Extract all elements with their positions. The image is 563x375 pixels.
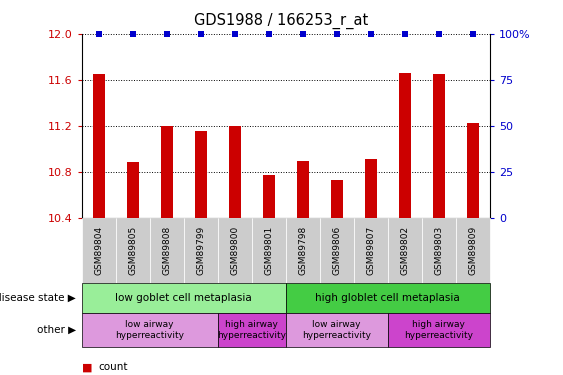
Bar — [399, 73, 411, 217]
Text: other ▶: other ▶ — [37, 325, 76, 335]
Text: GSM89801: GSM89801 — [264, 226, 273, 275]
Bar — [467, 123, 479, 218]
Bar — [195, 131, 207, 218]
Bar — [127, 162, 138, 218]
Bar — [365, 159, 377, 218]
Bar — [297, 161, 309, 218]
Text: GSM89802: GSM89802 — [400, 226, 409, 275]
Text: GSM89806: GSM89806 — [332, 226, 341, 275]
Text: high airway
hyperreactivity: high airway hyperreactivity — [404, 320, 473, 340]
Text: low goblet cell metaplasia: low goblet cell metaplasia — [115, 293, 252, 303]
Bar — [263, 175, 275, 217]
Text: GSM89798: GSM89798 — [298, 226, 307, 275]
Text: GSM89799: GSM89799 — [196, 226, 205, 275]
Text: GSM89808: GSM89808 — [162, 226, 171, 275]
Text: low airway
hyperreactivity: low airway hyperreactivity — [302, 320, 371, 340]
Text: ■: ■ — [82, 363, 92, 372]
Text: GSM89807: GSM89807 — [367, 226, 376, 275]
Text: GSM89803: GSM89803 — [434, 226, 443, 275]
Bar — [93, 74, 105, 217]
Text: high airway
hyperreactivity: high airway hyperreactivity — [217, 320, 286, 340]
Text: GSM89809: GSM89809 — [468, 226, 477, 275]
Bar — [433, 74, 445, 217]
Bar — [229, 126, 240, 218]
Text: count: count — [99, 363, 128, 372]
Text: GDS1988 / 166253_r_at: GDS1988 / 166253_r_at — [194, 13, 369, 29]
Text: disease state ▶: disease state ▶ — [0, 293, 76, 303]
Bar — [331, 180, 343, 218]
Text: GSM89805: GSM89805 — [128, 226, 137, 275]
Text: low airway
hyperreactivity: low airway hyperreactivity — [115, 320, 184, 340]
Text: high globlet cell metaplasia: high globlet cell metaplasia — [315, 293, 460, 303]
Text: GSM89800: GSM89800 — [230, 226, 239, 275]
Text: GSM89804: GSM89804 — [94, 226, 103, 275]
Bar — [160, 126, 173, 218]
